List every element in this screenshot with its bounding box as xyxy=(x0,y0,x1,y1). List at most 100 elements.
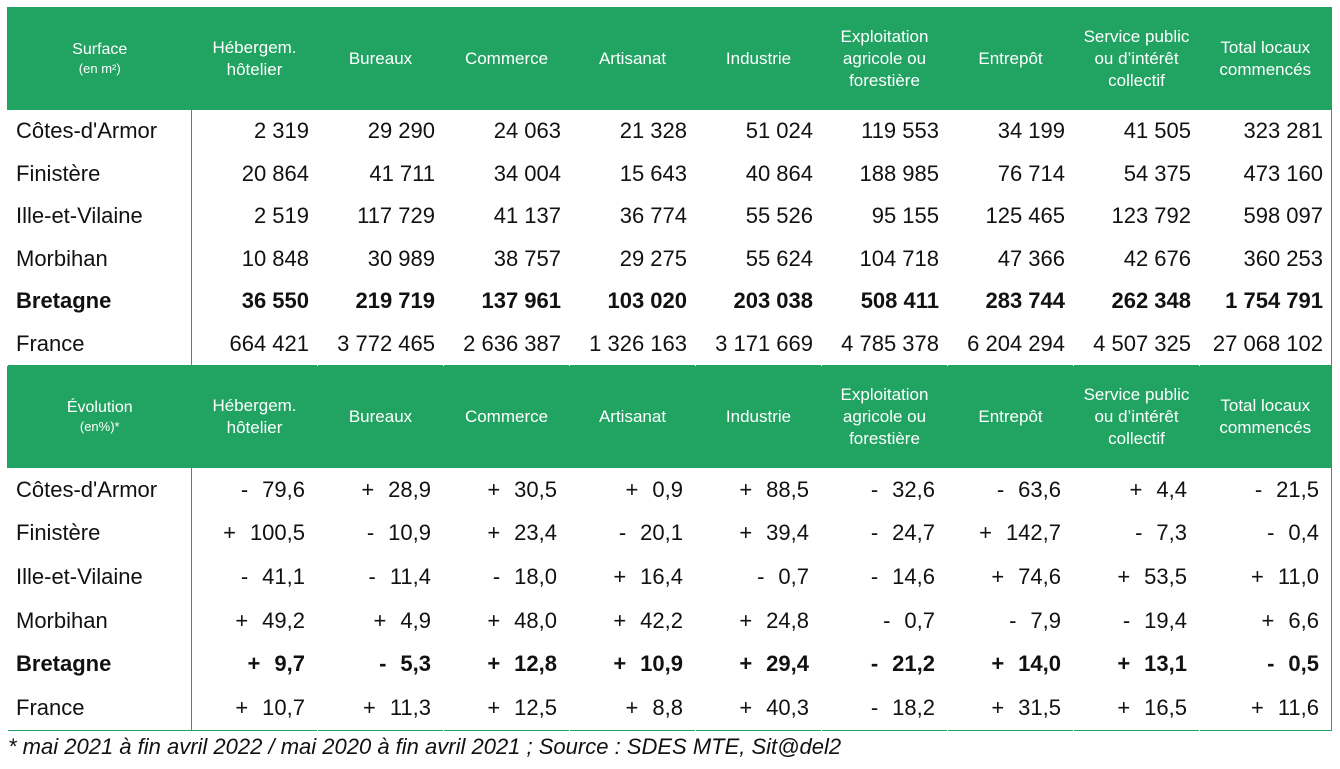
table-cell: 119 553 xyxy=(861,118,939,144)
table-row: Finistère 20 864 41 711 34 004 15 643 40 864 1… xyxy=(7,152,1332,195)
sign-indicator: + xyxy=(1117,563,1131,589)
row-label: Finistère xyxy=(7,152,192,195)
table-cell: -20,1 xyxy=(570,512,696,556)
table-cell: +40,3 xyxy=(696,686,822,730)
table-cell: 55 624 xyxy=(745,245,813,271)
table-cell: 47 366 xyxy=(997,245,1065,271)
table-cell: +6,6 xyxy=(1200,599,1332,643)
table-cell: +9,7 xyxy=(192,642,318,686)
value: 21,2 xyxy=(892,651,935,677)
table-cell: -18,2 xyxy=(822,686,948,730)
table-cell: -7,3 xyxy=(1074,512,1200,556)
value: 10,9 xyxy=(388,520,431,546)
table-cell: 21 328 xyxy=(619,118,687,144)
sign-indicator: + xyxy=(991,563,1005,589)
sign-indicator: + xyxy=(613,563,627,589)
table-cell: 3 772 465 xyxy=(337,330,435,356)
value: 10,7 xyxy=(262,694,305,720)
value: 18,2 xyxy=(892,694,935,720)
row-label: Bretagne xyxy=(7,280,192,323)
sign-indicator: + xyxy=(991,694,1005,720)
column-header: Hébergem. hôtelier xyxy=(191,7,318,110)
table-cell: -63,6 xyxy=(948,468,1074,512)
value: 48,0 xyxy=(514,607,557,633)
column-header: Exploitation agricole ou forestière xyxy=(821,7,948,110)
table-row: Côtes-d'Armor -79,6 +28,9 +30,5 +0,9 +88,5-32… xyxy=(7,468,1332,512)
table-cell: 95 155 xyxy=(871,203,939,229)
row-label: Finistère xyxy=(7,511,192,556)
table-row: Ille-et-Vilaine -41,1-11,4-18,0 +16,4-0,7-… xyxy=(7,555,1332,599)
table-cell: -7,9 xyxy=(948,599,1074,643)
table-cell: -21,5 xyxy=(1200,468,1332,512)
table-cell: -21,2 xyxy=(822,642,948,686)
sign-indicator: + xyxy=(739,476,753,502)
sign-indicator: + xyxy=(1250,694,1264,720)
column-header: Artisanat xyxy=(569,366,696,468)
table-cell: -11,4 xyxy=(318,555,444,599)
sign-indicator: - xyxy=(1254,476,1263,502)
sign-indicator: - xyxy=(366,520,375,546)
table-cell: 34 199 xyxy=(997,118,1065,144)
value: 0,9 xyxy=(652,476,683,502)
value: 6,6 xyxy=(1288,607,1319,633)
sign-indicator: - xyxy=(870,651,879,677)
table-cell: +10,9 xyxy=(570,642,696,686)
value: 39,4 xyxy=(766,520,809,546)
value: 7,3 xyxy=(1156,520,1187,546)
sign-indicator: + xyxy=(1117,694,1131,720)
table-cell: 29 290 xyxy=(367,118,435,144)
table-cell: +53,5 xyxy=(1074,555,1200,599)
sign-indicator: - xyxy=(368,563,376,589)
table-cell: 2 636 387 xyxy=(463,330,561,356)
value: 31,5 xyxy=(1018,694,1061,720)
surface-table-body: Côtes-d'Armor 2 319 29 290 24 063 21 328 51 0… xyxy=(7,110,1332,366)
evolution-header-row: Évolution (en%)* Hébergem. hôtelier Burea… xyxy=(7,366,1332,468)
sign-indicator: - xyxy=(492,563,501,589)
value: 88,5 xyxy=(766,476,809,502)
column-header: Industrie xyxy=(695,366,822,468)
table-cell: 10 848 xyxy=(241,245,309,271)
table-cell: +49,2 xyxy=(192,599,318,643)
table-cell: 188 985 xyxy=(859,160,939,186)
table-cell: +4,4 xyxy=(1074,468,1200,512)
sign-indicator: + xyxy=(625,476,639,502)
row-label: France xyxy=(7,685,192,731)
sign-indicator: - xyxy=(757,563,765,589)
table-cell: 203 038 xyxy=(733,288,813,314)
evolution-corner-title: Évolution xyxy=(66,399,133,416)
sign-indicator: + xyxy=(235,607,249,633)
table-cell: +48,0 xyxy=(444,599,570,643)
sign-indicator: - xyxy=(618,520,627,546)
value: 11,4 xyxy=(389,563,431,589)
table-cell: 1 326 163 xyxy=(589,330,687,356)
table-cell: -18,0 xyxy=(444,555,570,599)
table-cell: 6 204 294 xyxy=(967,330,1065,356)
table-cell: -0,5 xyxy=(1200,642,1332,686)
value: 10,9 xyxy=(640,651,683,677)
table-cell: 1 754 791 xyxy=(1225,288,1323,314)
table-cell: -10,9 xyxy=(318,512,444,556)
sign-indicator: + xyxy=(487,607,501,633)
sign-indicator: - xyxy=(1135,520,1143,546)
table-cell: -19,4 xyxy=(1074,599,1200,643)
value: 24,7 xyxy=(892,520,935,546)
table-cell: 4 785 378 xyxy=(841,330,939,356)
sign-indicator: + xyxy=(625,694,639,720)
column-header: Industrie xyxy=(695,7,822,110)
row-label: Côtes-d'Armor xyxy=(7,468,192,512)
table-cell: 20 864 xyxy=(241,160,309,186)
sign-indicator: + xyxy=(739,651,753,677)
table-cell: 34 004 xyxy=(493,160,561,186)
sign-indicator: + xyxy=(739,520,753,546)
sign-indicator: + xyxy=(1117,651,1131,677)
sign-indicator: + xyxy=(613,651,627,677)
table-cell: 41 137 xyxy=(493,203,561,229)
value: 19,4 xyxy=(1144,607,1187,633)
table-cell: +28,9 xyxy=(318,468,444,512)
table-cell: +12,8 xyxy=(444,642,570,686)
value: 42,2 xyxy=(640,607,683,633)
table-cell: +31,5 xyxy=(948,686,1074,730)
value: 8,8 xyxy=(652,694,683,720)
value: 11,6 xyxy=(1277,694,1319,720)
table-cell: 104 718 xyxy=(859,245,939,271)
